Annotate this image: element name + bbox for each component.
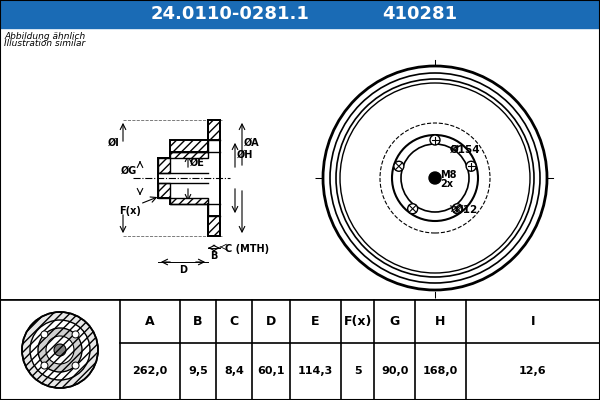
Bar [0, 300, 600, 400]
Text: 9,5: 9,5 [188, 366, 208, 376]
Text: 90,0: 90,0 [381, 366, 409, 376]
Text: Ø12: Ø12 [455, 205, 478, 215]
Bar [0, 0, 600, 28]
Text: 8,4: 8,4 [224, 366, 244, 376]
Circle shape [392, 135, 478, 221]
Text: 410281: 410281 [382, 5, 458, 23]
Text: ØI: ØI [108, 138, 120, 148]
Text: 24.0110-0281.1: 24.0110-0281.1 [151, 5, 310, 23]
Circle shape [430, 135, 440, 145]
Circle shape [323, 66, 547, 290]
Circle shape [340, 83, 530, 273]
Text: F(x): F(x) [119, 206, 141, 216]
Polygon shape [170, 152, 208, 158]
Text: ØA: ØA [244, 138, 260, 148]
Circle shape [466, 161, 476, 171]
Text: D: D [179, 265, 187, 275]
Text: 2x: 2x [440, 179, 453, 189]
Circle shape [407, 204, 418, 214]
Circle shape [72, 362, 79, 369]
Text: 262,0: 262,0 [133, 366, 167, 376]
Text: I: I [530, 315, 535, 328]
Text: Ø154: Ø154 [450, 145, 481, 155]
Text: D: D [266, 315, 277, 328]
Circle shape [433, 176, 437, 180]
Circle shape [41, 331, 48, 338]
Text: H: H [435, 315, 446, 328]
Circle shape [30, 320, 90, 380]
Text: A: A [145, 315, 155, 328]
Text: M8: M8 [440, 170, 457, 180]
Text: C: C [229, 315, 239, 328]
Circle shape [336, 79, 534, 277]
Circle shape [22, 312, 98, 388]
Polygon shape [158, 158, 170, 173]
Polygon shape [208, 120, 220, 140]
Polygon shape [208, 216, 220, 236]
Circle shape [72, 331, 79, 338]
Text: 60,1: 60,1 [257, 366, 285, 376]
Text: 12,6: 12,6 [519, 366, 547, 376]
Circle shape [452, 204, 463, 214]
Circle shape [330, 73, 540, 283]
Circle shape [41, 362, 48, 369]
Text: B: B [211, 251, 218, 261]
Circle shape [46, 336, 74, 364]
Circle shape [54, 344, 66, 356]
Text: E: E [311, 315, 320, 328]
Text: Illustration similar: Illustration similar [4, 39, 85, 48]
Polygon shape [170, 198, 208, 204]
Text: Abbildung ähnlich: Abbildung ähnlich [4, 32, 85, 41]
Text: F(x): F(x) [343, 315, 372, 328]
Text: B: B [193, 315, 203, 328]
Text: ØG: ØG [121, 166, 137, 176]
Circle shape [401, 144, 469, 212]
Text: ØE: ØE [190, 157, 205, 167]
Polygon shape [158, 183, 170, 198]
Text: G: G [389, 315, 400, 328]
Text: 168,0: 168,0 [423, 366, 458, 376]
Text: C (MTH): C (MTH) [225, 244, 269, 254]
Text: 114,3: 114,3 [298, 366, 333, 376]
Text: ØH: ØH [237, 150, 253, 160]
Circle shape [429, 172, 441, 184]
Text: 5: 5 [354, 366, 361, 376]
Circle shape [38, 328, 82, 372]
Bar [0, 28, 600, 300]
Polygon shape [158, 140, 208, 158]
Circle shape [394, 161, 404, 171]
